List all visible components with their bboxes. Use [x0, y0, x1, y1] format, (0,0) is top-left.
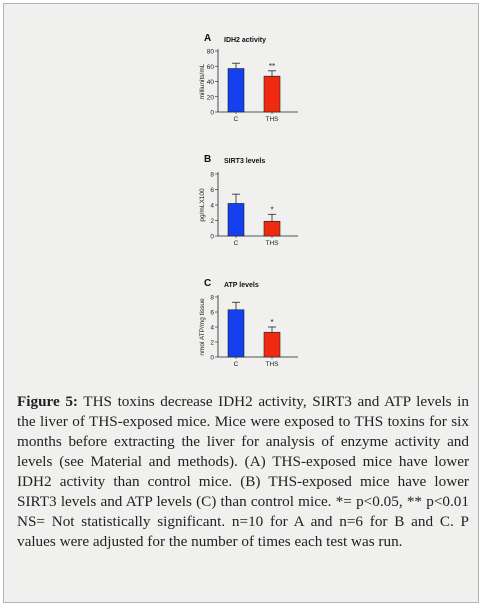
- y-tick-label: 0: [210, 110, 214, 117]
- bar-ths: [263, 220, 281, 237]
- chart-title: IDH2 activity: [224, 37, 266, 44]
- chart-title: SIRT3 levels: [224, 158, 265, 165]
- panel-letter: A: [204, 33, 211, 44]
- bar-ths: [263, 331, 281, 358]
- y-axis-label: nmol ATP/mg tissue: [199, 298, 206, 356]
- y-tick-label: 6: [210, 187, 214, 194]
- figure-caption: Figure 5: THS toxins decrease IDH2 activ…: [17, 392, 469, 552]
- chart-title: ATP levels: [224, 282, 259, 289]
- caption-text: THS toxins decrease IDH2 activity, SIRT3…: [17, 393, 469, 550]
- x-tick-label: C: [234, 240, 239, 247]
- y-tick-label: 6: [210, 310, 214, 317]
- x-tick-label: C: [234, 361, 239, 368]
- y-axis-label: pg/mLX100: [199, 188, 206, 222]
- y-tick-label: 80: [207, 49, 215, 56]
- x-tick-label: THS: [266, 240, 280, 247]
- bar-c: [227, 309, 245, 358]
- y-tick-label: 8: [210, 295, 214, 302]
- chart-panel-b: B SIRT3 levels 0 2 4 6 8 pg/mLX100 C THS *: [199, 154, 298, 247]
- significance-marker: *: [270, 205, 273, 214]
- y-tick-label: 40: [207, 79, 215, 86]
- x-tick-label: C: [234, 116, 239, 123]
- significance-marker: **: [269, 62, 275, 71]
- panel-letter: C: [204, 278, 211, 289]
- y-tick-label: 2: [210, 340, 214, 347]
- chart-panel-c: C ATP levels 0 2 4 6 8 nmol ATP/mg tissue C THS *: [199, 278, 298, 368]
- y-tick-label: 8: [210, 172, 214, 179]
- bar-ths: [263, 75, 281, 113]
- y-axis-label: milliunits/mL: [199, 63, 206, 99]
- y-tick-label: 2: [210, 218, 214, 225]
- y-tick-label: 4: [210, 203, 214, 210]
- y-tick-label: 60: [207, 64, 215, 71]
- caption-label: Figure 5:: [17, 393, 78, 410]
- significance-marker: *: [270, 318, 273, 327]
- panel-letter: B: [204, 154, 211, 165]
- bar-c: [227, 68, 245, 113]
- y-tick-label: 20: [207, 94, 215, 101]
- bar-c: [227, 203, 245, 237]
- y-tick-label: 4: [210, 325, 214, 332]
- y-tick-label: 0: [210, 234, 214, 241]
- y-tick-label: 0: [210, 355, 214, 362]
- x-tick-label: THS: [266, 361, 280, 368]
- x-tick-label: THS: [266, 116, 280, 123]
